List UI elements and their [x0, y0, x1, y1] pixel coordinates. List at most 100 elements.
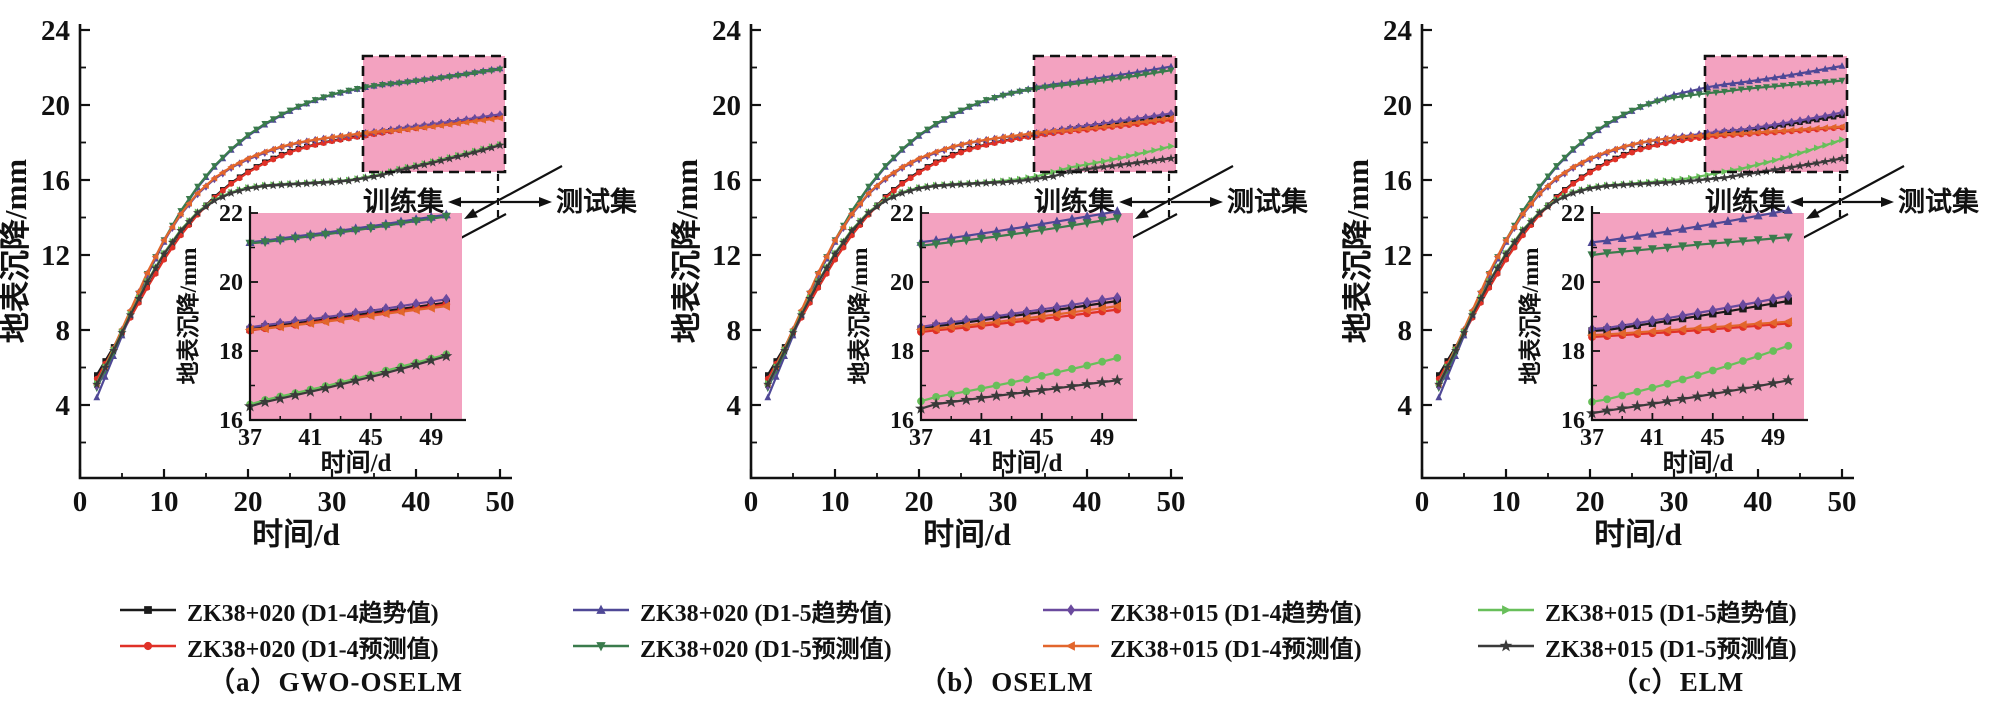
legend-entry: ZK38+015 (D1-5趋势值) [1476, 592, 1797, 628]
legend-label: ZK38+015 (D1-4预测值) [1110, 636, 1362, 663]
svg-text:10: 10 [150, 486, 179, 518]
svg-text:4: 4 [727, 390, 742, 422]
svg-text:地表沉降/mm: 地表沉降/mm [1518, 248, 1543, 385]
svg-text:8: 8 [56, 315, 71, 347]
svg-text:时间/d: 时间/d [1594, 517, 1682, 552]
legend-entry: ZK38+015 (D1-4趋势值) [1041, 592, 1362, 628]
svg-text:40: 40 [402, 486, 431, 518]
legend-marker-triangle-right-icon [1478, 605, 1534, 615]
legend-column-2: ZK38+020 (D1-5趋势值) ZK38+020 (D1-5预测值) [571, 592, 892, 664]
svg-text:50: 50 [1157, 486, 1186, 518]
legend-entry: ZK38+015 (D1-5预测值) [1476, 628, 1797, 664]
svg-text:12: 12 [712, 240, 741, 272]
legend-entry: ZK38+020 (D1-5趋势值) [571, 592, 892, 628]
legend-label: ZK38+020 (D1-4趋势值) [187, 600, 439, 627]
svg-text:时间/d: 时间/d [321, 449, 392, 477]
legend-marker-triangle-left-icon [1043, 641, 1099, 651]
legend-label: ZK38+015 (D1-4趋势值) [1110, 600, 1362, 627]
charts-row: 4 8 12 16 20 24 0 10 20 30 40 50 地表沉降/mm 时间/d 训练集 测试集 16… [0, 15, 1980, 552]
svg-text:地表沉降/mm: 地表沉降/mm [0, 159, 33, 343]
svg-text:0: 0 [744, 486, 759, 518]
svg-text:0: 0 [73, 486, 88, 518]
caption-panel-b: （b）OSELM [919, 667, 1094, 697]
svg-text:22: 22 [890, 201, 914, 227]
svg-text:16: 16 [712, 165, 741, 197]
svg-text:20: 20 [1561, 270, 1585, 296]
legend-marker-triangle-down-icon [573, 642, 629, 652]
svg-text:20: 20 [712, 90, 741, 122]
svg-text:50: 50 [1828, 486, 1857, 518]
svg-text:49: 49 [1761, 425, 1785, 451]
svg-text:16: 16 [219, 408, 243, 434]
legend-label: ZK38+020 (D1-4预测值) [187, 636, 439, 663]
svg-text:30: 30 [1660, 486, 1689, 518]
svg-text:41: 41 [1640, 425, 1664, 451]
svg-text:训练集: 训练集 [363, 186, 445, 217]
svg-text:10: 10 [1492, 486, 1521, 518]
svg-text:20: 20 [41, 90, 70, 122]
svg-text:地表沉降/mm: 地表沉降/mm [671, 159, 704, 343]
svg-text:时间/d: 时间/d [992, 449, 1063, 477]
svg-text:地表沉降/mm: 地表沉降/mm [176, 248, 201, 385]
legend-column-3: ZK38+015 (D1-4趋势值) ZK38+015 (D1-4预测值) [1041, 592, 1362, 664]
svg-text:49: 49 [419, 425, 443, 451]
legend-label: ZK38+020 (D1-5预测值) [640, 636, 892, 663]
caption-panel-a: （a）GWO-OSELM [207, 667, 463, 697]
svg-text:16: 16 [890, 408, 914, 434]
svg-text:22: 22 [1561, 201, 1585, 227]
svg-text:24: 24 [1383, 15, 1412, 47]
svg-text:测试集: 测试集 [1898, 186, 1980, 217]
svg-text:24: 24 [712, 15, 741, 47]
legend-marker-diamond-icon [1043, 604, 1099, 616]
svg-text:20: 20 [1383, 90, 1412, 122]
svg-text:16: 16 [1561, 408, 1585, 434]
svg-text:20: 20 [234, 486, 263, 518]
svg-text:45: 45 [359, 425, 383, 451]
svg-text:时间/d: 时间/d [1663, 449, 1734, 477]
legend-entry: ZK38+020 (D1-5预测值) [571, 628, 892, 664]
svg-text:20: 20 [905, 486, 934, 518]
svg-text:18: 18 [219, 339, 243, 365]
svg-text:45: 45 [1701, 425, 1725, 451]
svg-text:50: 50 [486, 486, 515, 518]
svg-text:30: 30 [318, 486, 347, 518]
legend-label: ZK38+015 (D1-5趋势值) [1545, 600, 1797, 627]
svg-text:45: 45 [1030, 425, 1054, 451]
svg-text:10: 10 [821, 486, 850, 518]
svg-text:8: 8 [727, 315, 742, 347]
legend-entry: ZK38+020 (D1-4趋势值) [118, 592, 439, 628]
legend-marker-star-icon [1478, 639, 1534, 652]
svg-text:0: 0 [1415, 486, 1430, 518]
svg-text:8: 8 [1398, 315, 1413, 347]
svg-text:20: 20 [1576, 486, 1605, 518]
svg-text:41: 41 [298, 425, 322, 451]
caption-panel-c: （c）ELM [1610, 667, 1745, 697]
svg-text:37: 37 [909, 425, 933, 451]
legend-entry: ZK38+020 (D1-4预测值) [118, 628, 439, 664]
svg-text:地表沉降/mm: 地表沉降/mm [847, 248, 872, 385]
svg-text:37: 37 [1580, 425, 1604, 451]
legend-column-1: ZK38+020 (D1-4趋势值) ZK38+020 (D1-4预测值) [118, 592, 439, 664]
svg-text:40: 40 [1744, 486, 1773, 518]
legend-label: ZK38+015 (D1-5预测值) [1545, 636, 1797, 663]
svg-text:4: 4 [1398, 390, 1413, 422]
svg-text:16: 16 [41, 165, 70, 197]
legend-label: ZK38+020 (D1-5趋势值) [640, 600, 892, 627]
legend-column-4: ZK38+015 (D1-5趋势值) ZK38+015 (D1-5预测值) [1476, 592, 1797, 664]
svg-text:20: 20 [890, 270, 914, 296]
svg-text:12: 12 [41, 240, 70, 272]
svg-text:18: 18 [890, 339, 914, 365]
legend-marker-square-icon [120, 606, 176, 614]
svg-text:测试集: 测试集 [556, 186, 638, 217]
svg-text:时间/d: 时间/d [252, 517, 340, 552]
svg-text:地表沉降/mm: 地表沉降/mm [1342, 159, 1375, 343]
svg-text:20: 20 [219, 270, 243, 296]
chart-panel-gwo-oselm: 4 8 12 16 20 24 0 10 20 30 40 50 地表沉降/mm 时间/d 训练集 测试集 16… [0, 15, 638, 552]
svg-text:40: 40 [1073, 486, 1102, 518]
svg-text:时间/d: 时间/d [923, 517, 1011, 552]
svg-text:24: 24 [41, 15, 70, 47]
svg-text:37: 37 [238, 425, 262, 451]
